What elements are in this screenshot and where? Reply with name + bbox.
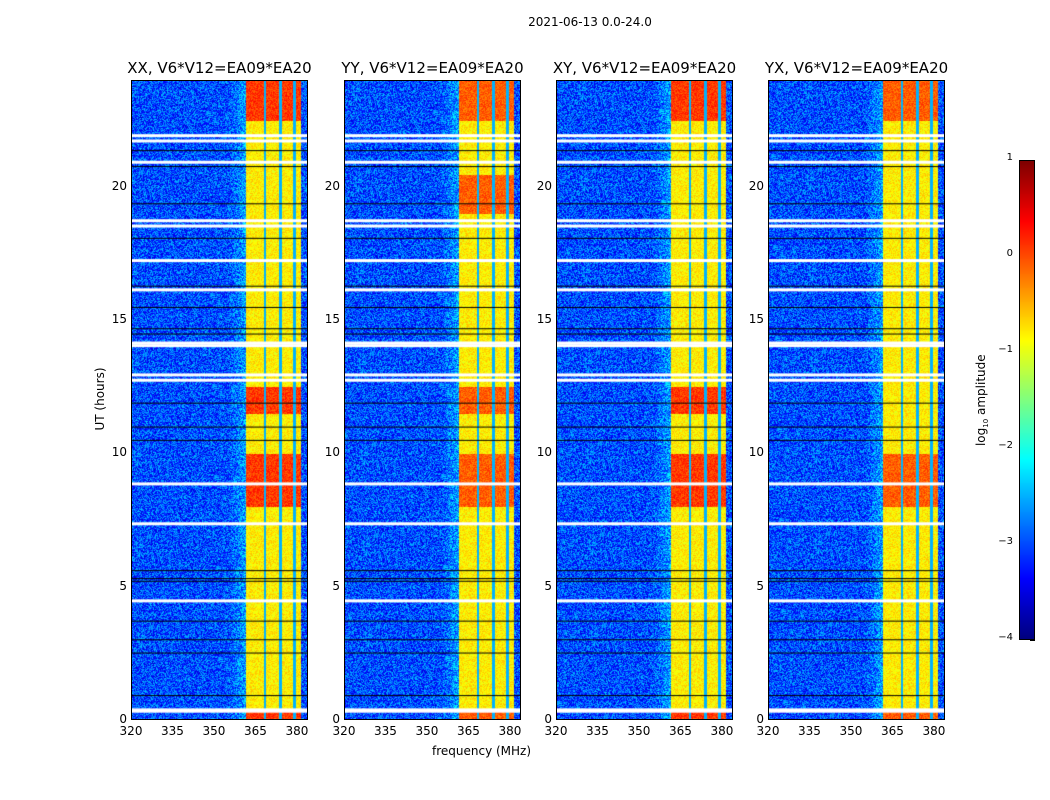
panel-title: XX, V6*V12=EA09*EA20: [127, 59, 312, 77]
y-tick-label: 20: [324, 178, 340, 193]
y-tick-label: 5: [332, 578, 340, 593]
x-tick-label: 320: [332, 724, 356, 738]
colorbar-tick-mark: [1030, 640, 1035, 641]
y-tick-label: 0: [119, 712, 127, 726]
y-tick-label: 0: [756, 712, 764, 726]
x-tick-label: 365: [881, 724, 904, 738]
panel-title: YY, V6*V12=EA09*EA20: [341, 59, 524, 77]
colorbar-label: log10 amplitude: [974, 350, 990, 450]
x-tick-label: 350: [627, 724, 651, 738]
y-axis-label: UT (hours): [93, 367, 107, 431]
y-tick-label: 10: [748, 445, 764, 460]
colorbar-label-rest: amplitude: [973, 354, 988, 419]
x-tick-label: 320: [119, 724, 143, 738]
colorbar-tick-label: −3: [998, 536, 1013, 547]
x-tick-label: 335: [798, 724, 821, 738]
panel-title: YX, V6*V12=EA09*EA20: [764, 59, 949, 77]
colorbar-tick-label: 1: [1006, 152, 1013, 163]
x-tick-label: 350: [202, 724, 226, 738]
heatmap-image: [557, 81, 732, 719]
heatmap-image: [132, 81, 307, 719]
x-tick-label: 350: [415, 724, 439, 738]
y-tick-label: 0: [544, 712, 552, 726]
y-tick-label: 15: [324, 312, 340, 326]
heatmap-image: [769, 81, 944, 719]
heatmap-panel: [344, 80, 521, 720]
colorbar-tick-label: −4: [998, 632, 1013, 643]
y-tick-label: 15: [111, 312, 127, 326]
y-tick-label: 0: [332, 712, 340, 726]
x-tick-label: 335: [161, 724, 184, 738]
colorbar-gradient: [1020, 161, 1034, 639]
y-tick-label: 15: [536, 312, 552, 326]
x-tick-label: 380: [710, 724, 734, 738]
y-tick-label: 10: [111, 445, 127, 460]
x-tick-label: 380: [498, 724, 522, 738]
y-tick-label: 5: [544, 578, 552, 593]
heatmap-panel: [768, 80, 945, 720]
y-tick-label: 10: [536, 445, 552, 460]
x-tick-label: 380: [922, 724, 946, 738]
x-axis-label: frequency (MHz): [432, 744, 532, 758]
y-tick-label: 20: [748, 178, 764, 193]
heatmap-image: [345, 81, 520, 719]
y-tick-label: 5: [119, 578, 127, 593]
colorbar-tick-label: −2: [998, 440, 1013, 451]
y-tick-label: 5: [756, 578, 764, 593]
x-tick-label: 335: [586, 724, 609, 738]
y-tick-label: 20: [536, 178, 552, 193]
x-tick-label: 335: [374, 724, 397, 738]
x-tick-label: 320: [756, 724, 780, 738]
colorbar-label-main: log: [973, 427, 988, 447]
colorbar: [1019, 160, 1035, 640]
heatmap-panel: [556, 80, 733, 720]
colorbar-tick-label: 0: [1006, 248, 1013, 259]
x-tick-label: 365: [669, 724, 692, 738]
colorbar-tick-label: −1: [998, 344, 1013, 355]
figure-title: 2021-06-13 0.0-24.0: [528, 15, 652, 29]
y-tick-label: 20: [111, 178, 127, 193]
heatmap-panel: [131, 80, 308, 720]
y-tick-label: 15: [748, 312, 764, 326]
x-tick-label: 380: [285, 724, 309, 738]
x-tick-label: 365: [244, 724, 267, 738]
panel-title: XY, V6*V12=EA09*EA20: [552, 59, 737, 77]
y-tick-label: 10: [324, 445, 340, 460]
x-tick-label: 350: [839, 724, 863, 738]
x-tick-label: 320: [544, 724, 568, 738]
colorbar-label-sub: 10: [982, 418, 991, 428]
x-tick-label: 365: [457, 724, 480, 738]
